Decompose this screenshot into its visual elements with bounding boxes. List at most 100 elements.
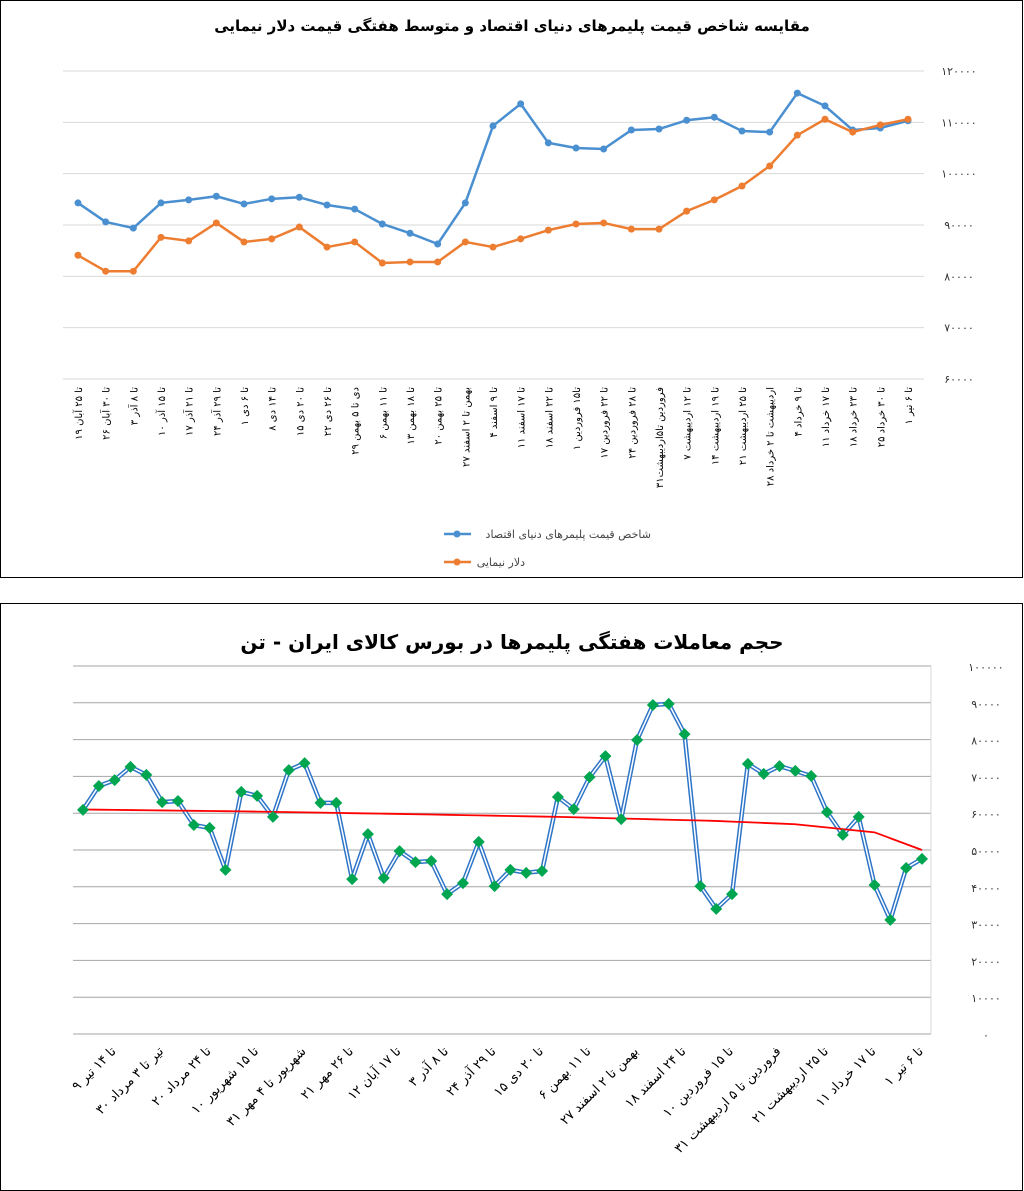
polymer-index-point — [323, 201, 331, 209]
nima-dollar-point — [600, 219, 608, 227]
polymer-index-point — [655, 125, 663, 133]
volume-point — [124, 760, 137, 773]
x-tick-label: ۳ تا ۸ آذر — [127, 387, 140, 425]
chart-title: مقایسه شاخص قیمت پلیمرهای دنیای اقتصاد و… — [214, 17, 810, 36]
nima-dollar-point — [627, 225, 635, 233]
y-tick-label: ۷۰۰۰۰ — [971, 771, 1001, 784]
y-tick-label: ۱۱۰۰۰۰ — [941, 116, 976, 129]
x-tick-label: ۳ تا ۸ آذر — [405, 1043, 452, 1090]
nima-dollar-point — [517, 235, 525, 243]
nima-dollar-point — [904, 115, 912, 123]
volume-point — [266, 810, 279, 823]
polymer-index-point — [268, 195, 276, 203]
polymer-index-point — [793, 89, 801, 97]
volume-point — [203, 821, 216, 834]
volume-point — [108, 774, 121, 787]
x-tick-label: ۱ تا ۶ دی — [240, 387, 251, 426]
volume-point — [599, 750, 612, 763]
legend-item-nima-dollar: دلار نیمایی — [444, 556, 525, 569]
x-tick-label: ۲۷ بهمن تا ۲ اسفند — [461, 387, 472, 467]
x-tick-label: ۱۳ تا ۱۸ بهمن — [406, 387, 417, 445]
y-tick-label: ۱۰۰۰۰۰ — [941, 168, 976, 181]
polymer-index-point — [766, 128, 774, 136]
volume-point — [757, 767, 770, 780]
chart-trade-volume: حجم معاملات هفتگی پلیمرها در بورس کالای … — [0, 603, 1023, 1191]
polymer-index-point — [102, 218, 110, 226]
trade-volume-svg: حجم معاملات هفتگی پلیمرها در بورس کالای … — [70, 630, 1004, 1157]
volume-point — [773, 760, 786, 773]
volume-point — [884, 913, 897, 926]
legend-label: شاخص قیمت پلیمرهای دنیای اقتصاد — [486, 528, 651, 541]
y-tick-label: ۱۲۰۰۰۰ — [941, 65, 976, 78]
polymer-index-point — [461, 199, 469, 207]
nima-dollar-point — [544, 226, 552, 234]
nima-dollar-point — [378, 259, 386, 267]
x-tick-label: ۱۷ تا ۲۱ آذر — [183, 387, 196, 436]
polymer-index-point — [378, 220, 386, 228]
volume-point — [710, 902, 723, 915]
x-tick-label: ۳۱ شهریور تا ۴ مهر — [224, 1044, 309, 1129]
nima-dollar-point — [185, 237, 193, 245]
nima-dollar-point — [212, 219, 220, 227]
x-tick-label: ۱۱ تا ۱۷ خرداد — [821, 387, 832, 447]
nima-dollar-point — [489, 243, 497, 251]
polymer-index-point — [544, 139, 552, 147]
x-tick-label: ۲۴ تا ۲۹ آذر — [442, 1043, 499, 1100]
y-tick-label: ۰ — [983, 1029, 989, 1042]
x-tick-label: ۹ تا ۱۴ تیر — [70, 1044, 120, 1094]
volume-point — [441, 888, 454, 901]
volume-point — [140, 768, 153, 781]
y-tick-label: ۸۰۰۰۰ — [971, 735, 1001, 748]
polymer-index-point — [600, 145, 608, 153]
volume-point — [409, 856, 422, 869]
x-tick-label: ۱ تا۱۵ فروردین — [572, 387, 583, 450]
volume-point — [377, 871, 390, 884]
polymer-index-point — [406, 229, 414, 237]
x-tick-label: ۱ تا ۶ تیر — [904, 387, 915, 425]
x-tick-label: ۱۴ تا ۱۹ اردیبهشت — [710, 387, 721, 465]
volume-point — [156, 796, 169, 809]
x-tick-label: ۷ تا ۱۲ اردیبهشت — [683, 387, 694, 460]
volume-point — [314, 796, 327, 809]
y-tick-label: ۶۰۰۰۰ — [971, 808, 1001, 821]
volume-point — [662, 697, 675, 710]
volume-point — [646, 699, 659, 712]
y-tick-label: ۷۰۰۰۰ — [944, 322, 974, 335]
volume-point — [551, 791, 564, 804]
polymer-index-point — [240, 200, 248, 208]
x-tick-label: ۱۸ تا ۲۲ اسفند — [544, 387, 555, 449]
nima-dollar-point — [738, 182, 746, 190]
polymer-index-point — [157, 199, 165, 207]
legend: شاخص قیمت پلیمرهای دنیای اقتصاد دلار نیم… — [444, 528, 651, 569]
x-tick-label: ۲۹ دی تا ۵ بهمن — [351, 387, 362, 455]
y-tick-label: ۳۰۰۰۰ — [971, 919, 1001, 932]
x-tick-label: ۴ تا ۹ خرداد — [793, 387, 804, 437]
volume-point — [251, 789, 264, 802]
volume-point — [536, 864, 549, 877]
volume-point — [77, 803, 89, 816]
nima-dollar-point — [129, 267, 137, 275]
nima-dollar-point — [849, 128, 857, 136]
polymer-index-point — [129, 224, 137, 232]
x-tick-label: ۲۵ تا ۳۰ خرداد — [876, 387, 887, 447]
polymer-index-point — [489, 122, 497, 130]
x-tick-label: ۲۲ تا ۲۶ دی — [323, 387, 334, 436]
volume-point — [346, 873, 359, 886]
nima-dollar-point — [821, 115, 829, 123]
volume-point — [852, 810, 865, 823]
volume-point — [282, 764, 295, 777]
volume-point — [805, 770, 818, 783]
y-tick-label: ۴۰۰۰۰ — [971, 882, 1001, 895]
volume-point — [171, 795, 184, 808]
volume-point — [694, 880, 707, 893]
x-tick-label: ۲۱ تا ۲۵ اردیبهشت — [738, 387, 749, 465]
chart-title: حجم معاملات هفتگی پلیمرها در بورس کالای … — [240, 630, 783, 655]
volume-point — [900, 862, 913, 875]
volume-point — [726, 888, 739, 901]
polymer-index-point — [683, 116, 691, 124]
volume-point — [472, 835, 485, 848]
volume-point — [488, 880, 501, 893]
volume-point — [456, 877, 469, 890]
volume-point — [583, 771, 596, 784]
volume-point — [425, 855, 438, 868]
